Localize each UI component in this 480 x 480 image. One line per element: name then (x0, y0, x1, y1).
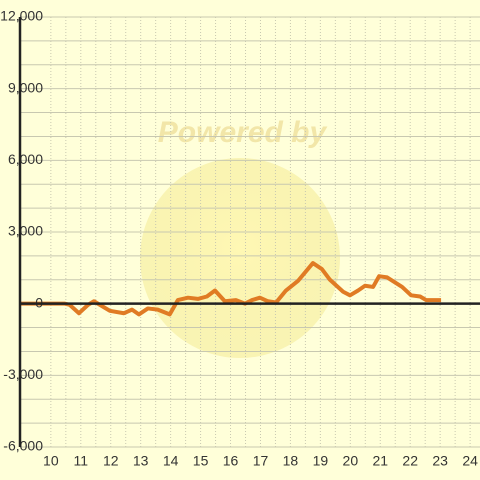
watermark: Powered by (158, 116, 328, 149)
y-tick-label: -3,000 (3, 366, 43, 382)
y-tick-label: 6,000 (8, 151, 43, 167)
y-tick-label: -6,000 (3, 438, 43, 454)
y-tick-label: 3,000 (8, 223, 43, 239)
x-tick-label: 24 (462, 453, 478, 469)
x-tick-label: 18 (283, 453, 299, 469)
y-tick-label: 9,000 (8, 79, 43, 95)
y-tick-label: 0 (35, 294, 43, 310)
x-tick-label: 16 (223, 453, 239, 469)
x-tick-label: 19 (313, 453, 329, 469)
x-tick-label: 14 (163, 453, 179, 469)
x-tick-label: 11 (74, 453, 89, 469)
x-tick-label: 21 (372, 453, 388, 469)
x-tick-label: 12 (103, 453, 119, 469)
y-tick-label: 12,000 (0, 8, 43, 24)
x-tick-label: 22 (402, 453, 418, 469)
x-tick-label: 10 (43, 453, 59, 469)
grid (20, 16, 480, 448)
x-tick-label: 23 (432, 453, 448, 469)
x-tick-label: 20 (343, 453, 359, 469)
x-tick-label: 13 (133, 453, 149, 469)
x-tick-label: 15 (193, 453, 209, 469)
x-tick-label: 17 (253, 453, 269, 469)
